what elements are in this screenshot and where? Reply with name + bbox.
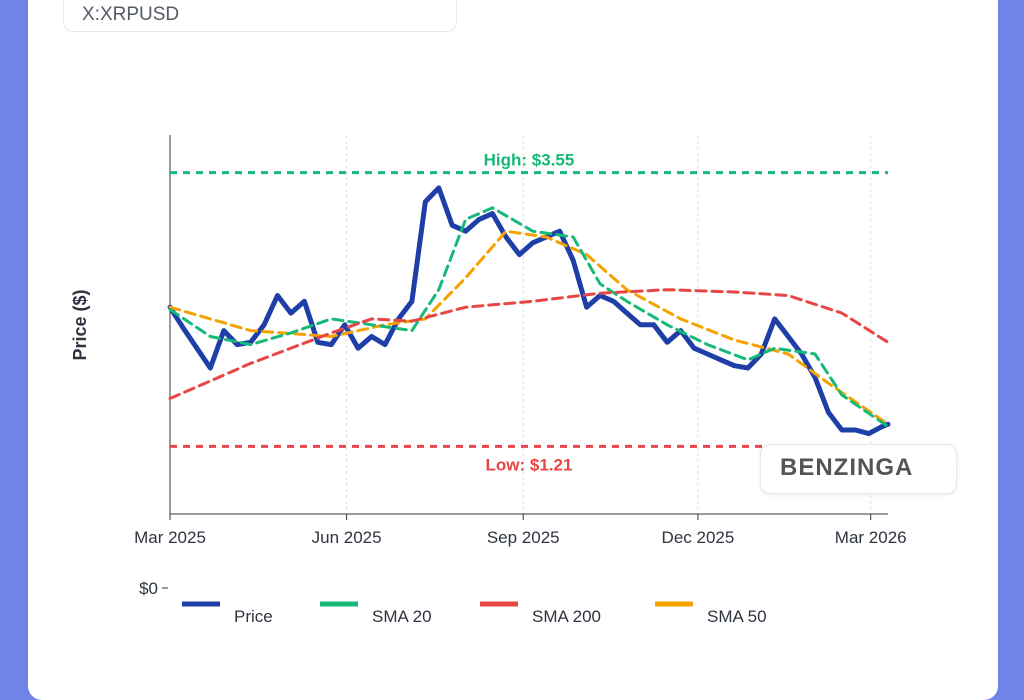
series-layer xyxy=(167,185,891,437)
x-tick-label: Sep 2025 xyxy=(487,528,560,547)
x-axis-ticks: Mar 2025 Jun 2025 Sep 2025 Dec 2025 Mar 2026 xyxy=(134,514,907,547)
x-tick-label: Dec 2025 xyxy=(662,528,735,547)
symbol-field[interactable] xyxy=(63,0,457,32)
symbol-label: X:XRPUSD xyxy=(82,4,180,25)
legend: Price SMA 20 SMA 200 SMA 50 xyxy=(182,601,767,626)
chart-card xyxy=(28,0,998,700)
y-axis-ticks: $0 xyxy=(139,579,168,598)
y-tick-label: $0 xyxy=(139,579,158,598)
y-axis-label: Price ($) xyxy=(70,289,90,360)
x-tick-label: Jun 2025 xyxy=(312,528,382,547)
brand-logo-text: BENZINGA xyxy=(780,454,914,481)
legend-label: Price xyxy=(234,607,273,626)
price-chart: Mar 2025 Jun 2025 Sep 2025 Dec 2025 Mar 2026… xyxy=(70,135,907,626)
series-line-sma-20 xyxy=(168,206,890,428)
annotation-label: High: $3.55 xyxy=(484,151,575,170)
x-tick-label: Mar 2025 xyxy=(134,528,206,547)
annotations: High: $3.55 Low: $1.21 xyxy=(170,151,888,474)
brand-watermark xyxy=(760,444,957,494)
legend-label: SMA 200 xyxy=(532,607,601,626)
x-tick-label: Mar 2026 xyxy=(835,528,907,547)
annotation-label: Low: $1.21 xyxy=(486,455,573,474)
series-line-sma-200 xyxy=(168,288,890,400)
series-line-price xyxy=(167,185,891,437)
legend-label: SMA 20 xyxy=(372,607,432,626)
legend-label: SMA 50 xyxy=(707,607,767,626)
